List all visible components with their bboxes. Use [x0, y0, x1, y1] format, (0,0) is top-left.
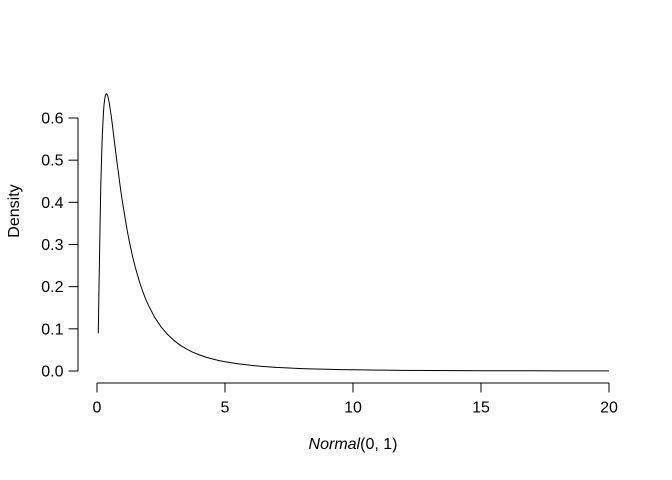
x-axis-title-distribution-name: Normal [308, 436, 361, 453]
y-axis-title: Density [6, 184, 23, 238]
x-axis-tick-label: 5 [221, 400, 230, 417]
x-axis-title-parameters: (0, 1) [360, 436, 398, 453]
y-axis-tick-label: 0.4 [41, 195, 63, 212]
density-curve [97, 93, 609, 372]
y-axis-tick-label: 0.5 [41, 153, 63, 170]
y-axis-tick-label: 0.0 [41, 364, 63, 381]
y-axis-tick-label: 0.2 [41, 279, 63, 296]
x-axis-title: Normal(0, 1) [203, 436, 503, 454]
x-axis-tick-label: 20 [600, 400, 618, 417]
x-axis-tick-label: 10 [344, 400, 362, 417]
x-axis-tick-label: 15 [472, 400, 490, 417]
x-axis-tick-label: 0 [93, 400, 102, 417]
y-axis-tick-label: 0.1 [41, 321, 63, 338]
y-axis-tick-label: 0.6 [41, 111, 63, 128]
y-axis-tick-label: 0.3 [41, 237, 63, 254]
